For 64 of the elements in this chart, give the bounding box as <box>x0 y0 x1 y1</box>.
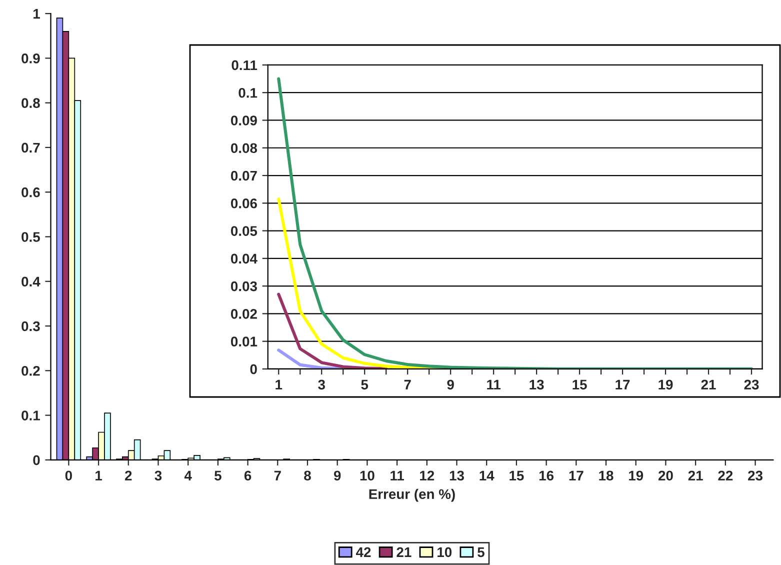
x-tick-label: 3 <box>318 380 325 390</box>
x-tick-label: 19 <box>658 380 673 390</box>
y-tick-label: 0.08 <box>230 143 258 154</box>
x-tick-label: 5 <box>214 470 222 481</box>
y-tick-label: 0.07 <box>230 170 257 181</box>
y-tick-label: 0.01 <box>230 336 258 346</box>
y-tick-label: 0.1 <box>238 88 258 98</box>
y-tick-label: 0 <box>250 364 257 374</box>
y-tick-label: 0.7 <box>22 142 40 153</box>
x-tick-label: 8 <box>304 470 311 481</box>
y-tick-label: 0.02 <box>230 309 257 319</box>
legend-label: 42 <box>356 547 371 557</box>
x-tick-label: 18 <box>599 470 614 481</box>
legend-label: 21 <box>396 547 412 557</box>
x-tick-label: 19 <box>629 470 644 481</box>
y-tick-label: 0.5 <box>22 232 40 242</box>
y-tick-label: 0.4 <box>22 276 40 287</box>
x-tick-label: 16 <box>539 470 554 481</box>
y-tick-label: 0.03 <box>230 281 257 292</box>
x-tick-label: 10 <box>360 470 374 481</box>
y-tick-label: 0.04 <box>230 254 258 264</box>
y-tick-label: 0.2 <box>22 366 40 376</box>
y-tick-label: 0.11 <box>232 60 258 70</box>
x-tick-label: 5 <box>361 380 368 390</box>
x-tick-label: 6 <box>244 470 252 481</box>
x-tick-label: 21 <box>688 470 703 480</box>
x-tick-label: 15 <box>572 380 587 390</box>
x-tick-label: 23 <box>744 380 759 390</box>
x-tick-label: 1 <box>96 470 102 480</box>
y-tick-label: 0 <box>33 455 40 466</box>
y-tick-label: 0.1 <box>22 410 40 420</box>
y-tick-label: 0.3 <box>22 321 40 332</box>
y-tick-label: 1 <box>34 9 40 19</box>
x-tick-label: 11 <box>487 380 501 390</box>
x-tick-label: 21 <box>701 380 716 390</box>
x-tick-label: 13 <box>450 470 464 481</box>
x-tick-label: 20 <box>658 470 673 481</box>
legend-label: 10 <box>438 547 452 558</box>
x-tick-label: 13 <box>530 380 544 390</box>
x-tick-label: 9 <box>334 470 341 481</box>
y-tick-label: 0.06 <box>230 198 257 208</box>
x-tick-label: 7 <box>274 470 281 480</box>
x-tick-label: 1 <box>276 380 282 390</box>
x-tick-label: 14 <box>480 470 494 480</box>
y-tick-label: 0.9 <box>22 54 40 64</box>
x-tick-label: 9 <box>447 380 454 390</box>
y-tick-label: 0.8 <box>22 98 40 108</box>
legend-label: 5 <box>478 547 484 558</box>
x-tick-label: 23 <box>748 470 762 481</box>
x-tick-label: 22 <box>718 470 733 480</box>
y-tick-label: 0.05 <box>230 226 258 236</box>
x-tick-label: 0 <box>65 470 72 481</box>
x-tick-label: 2 <box>125 470 132 480</box>
y-tick-label: 0.6 <box>22 187 40 198</box>
x-tick-label: 15 <box>510 470 524 481</box>
x-tick-label: 3 <box>154 470 162 481</box>
x-tick-label: 7 <box>404 380 411 390</box>
x-axis-title: Erreur (en %) <box>369 488 455 502</box>
x-tick-label: 12 <box>420 470 434 480</box>
x-tick-label: 17 <box>616 380 630 390</box>
x-tick-label: 17 <box>569 470 584 480</box>
y-tick-label: 0.09 <box>230 116 257 126</box>
x-tick-label: 4 <box>184 470 192 480</box>
x-tick-label: 11 <box>390 470 404 480</box>
